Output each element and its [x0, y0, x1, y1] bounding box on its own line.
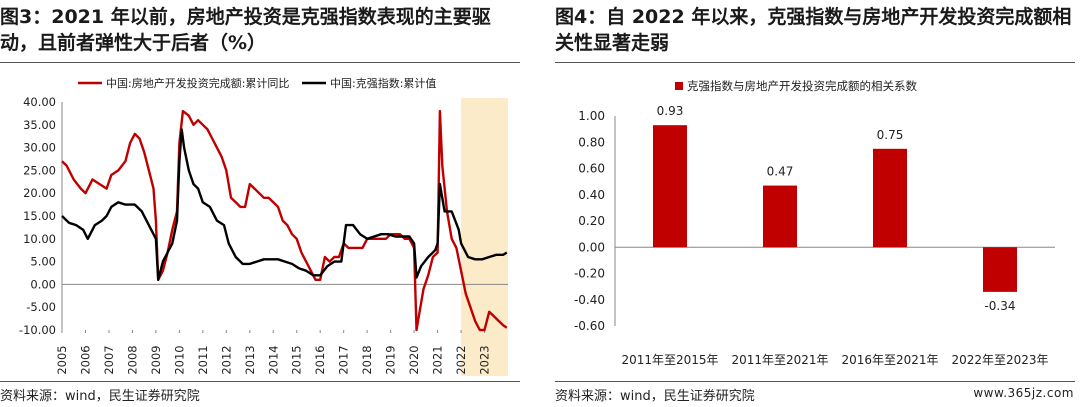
x-tick-label: 2019 [384, 345, 398, 374]
x-tick-label: 2012 [219, 345, 233, 374]
left-source-note: 资料来源：wind，民生证券研究院 [0, 389, 200, 404]
bar [983, 247, 1017, 292]
y-tick-label: -0.40 [574, 293, 605, 307]
y-tick-label: 10.00 [23, 232, 56, 246]
y-tick-label: 0.00 [30, 277, 56, 291]
x-tick-label: 2011 [196, 345, 210, 374]
x-tick-label: 2018 [360, 345, 374, 374]
legend-label: 克强指数与房地产开发投资完成额的相关系数 [687, 79, 917, 93]
series-line-keqiang-index [61, 128, 508, 281]
left-figure-title: 图3：2021 年以前，房地产投资是克强指数表现的主要驱动，且前者弹性大于后者（… [0, 6, 491, 54]
series-line-real-estate-investment [61, 109, 508, 332]
x-tick-label: 2009 [149, 345, 163, 374]
y-tick-label: 20.00 [23, 186, 56, 200]
bar [763, 185, 797, 248]
right-source-note: 资料来源：wind，民生证券研究院 [555, 389, 755, 404]
x-tick-label: 2022 [454, 345, 468, 374]
right-figure-panel: 图4：自 2022 年以来，克强指数与房地产开发投资完成额相关性显著走弱 1.0… [555, 0, 1080, 407]
right-bar-chart: 1.00 0.80 0.60 0.40 0.20 0.00 -0.20 -0.40 -0.60 0… [574, 79, 1055, 367]
x-tick-label: 2010 [172, 345, 186, 374]
x-tick-label: 2014 [266, 345, 280, 374]
x-tick-label: 2013 [243, 345, 257, 374]
watermark-text: www.365jz.com [973, 386, 1074, 400]
bar [873, 148, 907, 248]
left-line-chart: 40.00 35.00 30.00 25.00 20.00 15.00 10.00 5.00 0… [19, 76, 508, 376]
category-label: 2022年至2023年 [951, 353, 1048, 367]
category-label: 2016年至2021年 [841, 353, 938, 367]
x-tick-label: 2005 [55, 345, 69, 374]
y-tick-label: 0.20 [578, 214, 605, 228]
x-tick-label: 2017 [337, 345, 351, 374]
bar [653, 125, 687, 248]
y-tick-label: -10.00 [19, 323, 56, 337]
category-label: 2011年至2015年 [621, 353, 718, 367]
x-tick-label: 2006 [78, 345, 92, 374]
x-tick-label: 2021 [431, 345, 445, 374]
y-tick-label: 0.40 [578, 188, 605, 202]
left-source-rule [0, 381, 520, 382]
right-source-rule [555, 381, 1075, 382]
y-tick-label: -5.00 [26, 300, 56, 314]
y-tick-label: 40.00 [23, 95, 56, 109]
bar-value-label: 0.75 [877, 128, 904, 142]
left-title-rule [0, 62, 520, 63]
legend-swatch [675, 82, 683, 90]
bar-value-label: 0.47 [767, 165, 794, 179]
bar-value-label: -0.34 [984, 299, 1015, 313]
x-tick-label: 2016 [313, 345, 327, 374]
right-title-rule [555, 62, 1075, 63]
y-tick-label: -0.60 [574, 319, 605, 333]
x-tick-label: 2023 [478, 345, 492, 374]
legend-label: 中国:克强指数:累计值 [330, 76, 436, 90]
y-tick-label: 0.00 [578, 240, 605, 254]
x-tick-label: 2015 [290, 345, 304, 374]
y-tick-label: 15.00 [23, 209, 56, 223]
y-tick-label: 35.00 [23, 118, 56, 132]
category-label: 2011年至2021年 [731, 353, 828, 367]
left-figure-panel: 图3：2021 年以前，房地产投资是克强指数表现的主要驱动，且前者弹性大于后者（… [0, 0, 525, 407]
y-tick-label: 25.00 [23, 163, 56, 177]
y-tick-label: 0.60 [578, 162, 605, 176]
x-tick-label: 2007 [102, 345, 116, 374]
bar-value-label: 0.93 [657, 104, 684, 118]
y-tick-label: -0.20 [574, 267, 605, 281]
legend-label: 中国:房地产开发投资完成额:累计同比 [106, 76, 289, 90]
highlight-region-2022-2023 [461, 98, 508, 376]
y-tick-label: 30.00 [23, 141, 56, 155]
x-tick-label: 2008 [125, 345, 139, 374]
y-tick-label: 0.80 [578, 135, 605, 149]
y-tick-label: 5.00 [30, 255, 56, 269]
y-tick-label: 1.00 [578, 109, 605, 123]
right-figure-title: 图4：自 2022 年以来，克强指数与房地产开发投资完成额相关性显著走弱 [555, 6, 1072, 54]
x-tick-label: 2020 [407, 345, 421, 374]
